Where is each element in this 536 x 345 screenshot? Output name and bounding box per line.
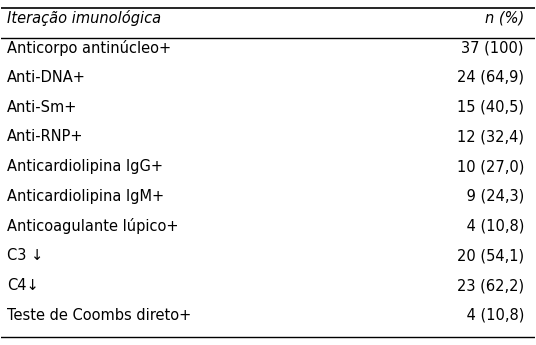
Text: C4↓: C4↓ xyxy=(7,278,39,293)
Text: Teste de Coombs direto+: Teste de Coombs direto+ xyxy=(7,308,191,323)
Text: 20 (54,1): 20 (54,1) xyxy=(457,248,524,263)
Text: 9 (24,3): 9 (24,3) xyxy=(461,189,524,204)
Text: Anti-Sm+: Anti-Sm+ xyxy=(7,99,77,115)
Text: 4 (10,8): 4 (10,8) xyxy=(461,219,524,234)
Text: 4 (10,8): 4 (10,8) xyxy=(461,308,524,323)
Text: Anti-DNA+: Anti-DNA+ xyxy=(7,70,86,85)
Text: Anti-RNP+: Anti-RNP+ xyxy=(7,129,83,144)
Text: Anticoagulante lúpico+: Anticoagulante lúpico+ xyxy=(7,218,178,234)
Text: Iteração imunológica: Iteração imunológica xyxy=(7,10,161,26)
Text: Anticardiolipina IgG+: Anticardiolipina IgG+ xyxy=(7,159,163,174)
Text: Anticardiolipina IgM+: Anticardiolipina IgM+ xyxy=(7,189,164,204)
Text: C3 ↓: C3 ↓ xyxy=(7,248,43,263)
Text: Anticorpo antinúcleo+: Anticorpo antinúcleo+ xyxy=(7,40,171,56)
Text: 12 (32,4): 12 (32,4) xyxy=(457,129,524,144)
Text: 24 (64,9): 24 (64,9) xyxy=(457,70,524,85)
Text: 10 (27,0): 10 (27,0) xyxy=(457,159,524,174)
Text: 15 (40,5): 15 (40,5) xyxy=(457,99,524,115)
Text: 23 (62,2): 23 (62,2) xyxy=(457,278,524,293)
Text: n (%): n (%) xyxy=(485,10,524,25)
Text: 37 (100): 37 (100) xyxy=(461,40,524,55)
